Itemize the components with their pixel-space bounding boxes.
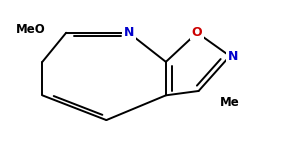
Text: N: N xyxy=(123,25,134,39)
Text: MeO: MeO xyxy=(16,23,45,36)
Text: O: O xyxy=(192,25,202,39)
Text: Me: Me xyxy=(219,96,239,109)
Text: N: N xyxy=(228,50,238,62)
